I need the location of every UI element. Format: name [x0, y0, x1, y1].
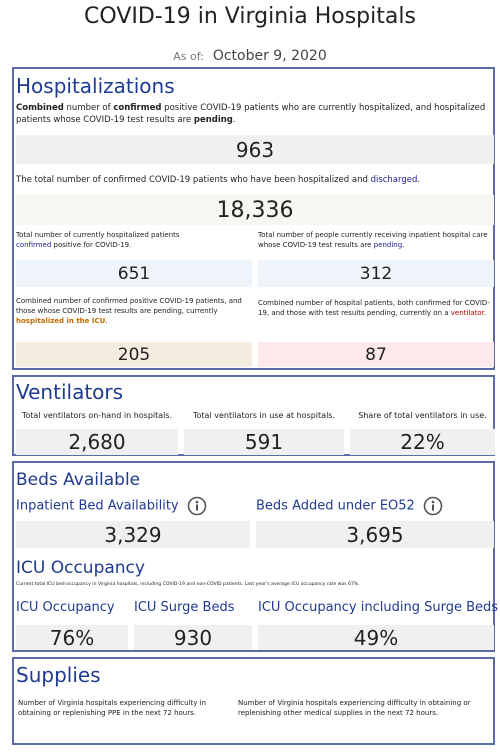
section-title: Ventilators — [16, 380, 124, 404]
label-text: Beds Added under EO52 — [256, 498, 415, 514]
text: Combined number of confirmed positive CO… — [16, 297, 242, 315]
text: The total number of confirmed COVID-19 p… — [16, 175, 371, 185]
value-box: 3,329 — [16, 521, 250, 548]
supplies-section — [12, 657, 495, 745]
item-label: Beds Added under EO52 — [256, 496, 443, 516]
label-text: Inpatient Bed Availability — [16, 498, 179, 514]
text: . — [402, 241, 405, 249]
value-box: 963 — [16, 135, 494, 164]
text: pending — [373, 241, 403, 249]
item-label: Inpatient Bed Availability — [16, 496, 207, 516]
section-title: ICU Occupancy — [16, 558, 145, 578]
description: Number of Virginia hospitals experiencin… — [238, 699, 471, 717]
description: Number of Virginia hospitals experiencin… — [18, 699, 206, 717]
item-label: Total ventilators in use at hospitals. — [193, 411, 335, 420]
value-box: 2,680 — [16, 429, 178, 455]
description: Total number of people currently receivi… — [258, 230, 493, 250]
value-box: 591 — [184, 429, 344, 455]
note: Current total ICU bed occupancy in Virgi… — [16, 582, 360, 587]
value-box: 18,336 — [16, 195, 494, 225]
value-box: 3,695 — [256, 521, 494, 548]
title: COVID-19 in Virginia Hospitals — [84, 4, 416, 29]
value-box: 312 — [258, 260, 494, 287]
text: Total number of people currently receivi… — [258, 231, 488, 249]
item-label: Total ventilators on-hand in hospitals. — [21, 411, 173, 420]
text: . — [232, 115, 236, 125]
text: discharged — [370, 175, 418, 185]
section-title: Supplies — [16, 663, 101, 687]
text: positive for COVID-19. — [51, 241, 132, 249]
section-title: Beds Available — [16, 470, 141, 490]
text: Total number of currently hospitalized p… — [16, 231, 180, 239]
value-box: 22% — [350, 429, 495, 455]
item-label: ICU Occupancy — [16, 600, 115, 615]
value-box: 49% — [258, 625, 494, 650]
ventilators-section — [12, 375, 495, 456]
description: Combined number of hospital patients, bo… — [258, 298, 494, 318]
text: confirmed — [16, 241, 52, 249]
text: Combined — [16, 103, 64, 113]
text: confirmed — [113, 103, 162, 113]
info-icon[interactable] — [423, 496, 443, 516]
text: number of — [63, 103, 114, 113]
hospitalizations-section — [12, 67, 495, 370]
section-title: Hospitalizations — [16, 74, 175, 98]
item-label: ICU Occupancy including Surge Beds — [258, 600, 499, 615]
text: . — [105, 317, 108, 325]
info-icon[interactable] — [187, 496, 207, 516]
item-label: ICU Surge Beds — [134, 600, 235, 615]
value-box: 76% — [16, 625, 128, 650]
value-box: 87 — [258, 342, 494, 367]
description: Combined number of confirmed positive CO… — [16, 296, 252, 326]
value-box: 930 — [134, 625, 252, 650]
description: Total number of currently hospitalized p… — [16, 230, 216, 250]
value-box: 205 — [16, 342, 252, 367]
text: hospitalized in the ICU — [16, 317, 106, 325]
text: . — [483, 309, 487, 317]
text: ventilator — [450, 309, 484, 317]
description: The total number of confirmed COVID-19 p… — [16, 174, 486, 186]
text: positive COVID-19 patients who are curre… — [16, 103, 486, 125]
text: pending — [193, 115, 233, 125]
text: . — [417, 175, 421, 185]
value-box: 651 — [16, 260, 252, 287]
description: Combined number of confirmed positive CO… — [16, 102, 486, 126]
beds-section — [12, 461, 495, 652]
text: Combined number of hospital patients, bo… — [258, 299, 490, 317]
as-of: As of: October 9, 2020 — [0, 48, 500, 64]
as-of-label: As of: — [173, 50, 204, 63]
item-label: Share of total ventilators in use. — [358, 411, 487, 420]
as-of-date: October 9, 2020 — [212, 48, 327, 64]
